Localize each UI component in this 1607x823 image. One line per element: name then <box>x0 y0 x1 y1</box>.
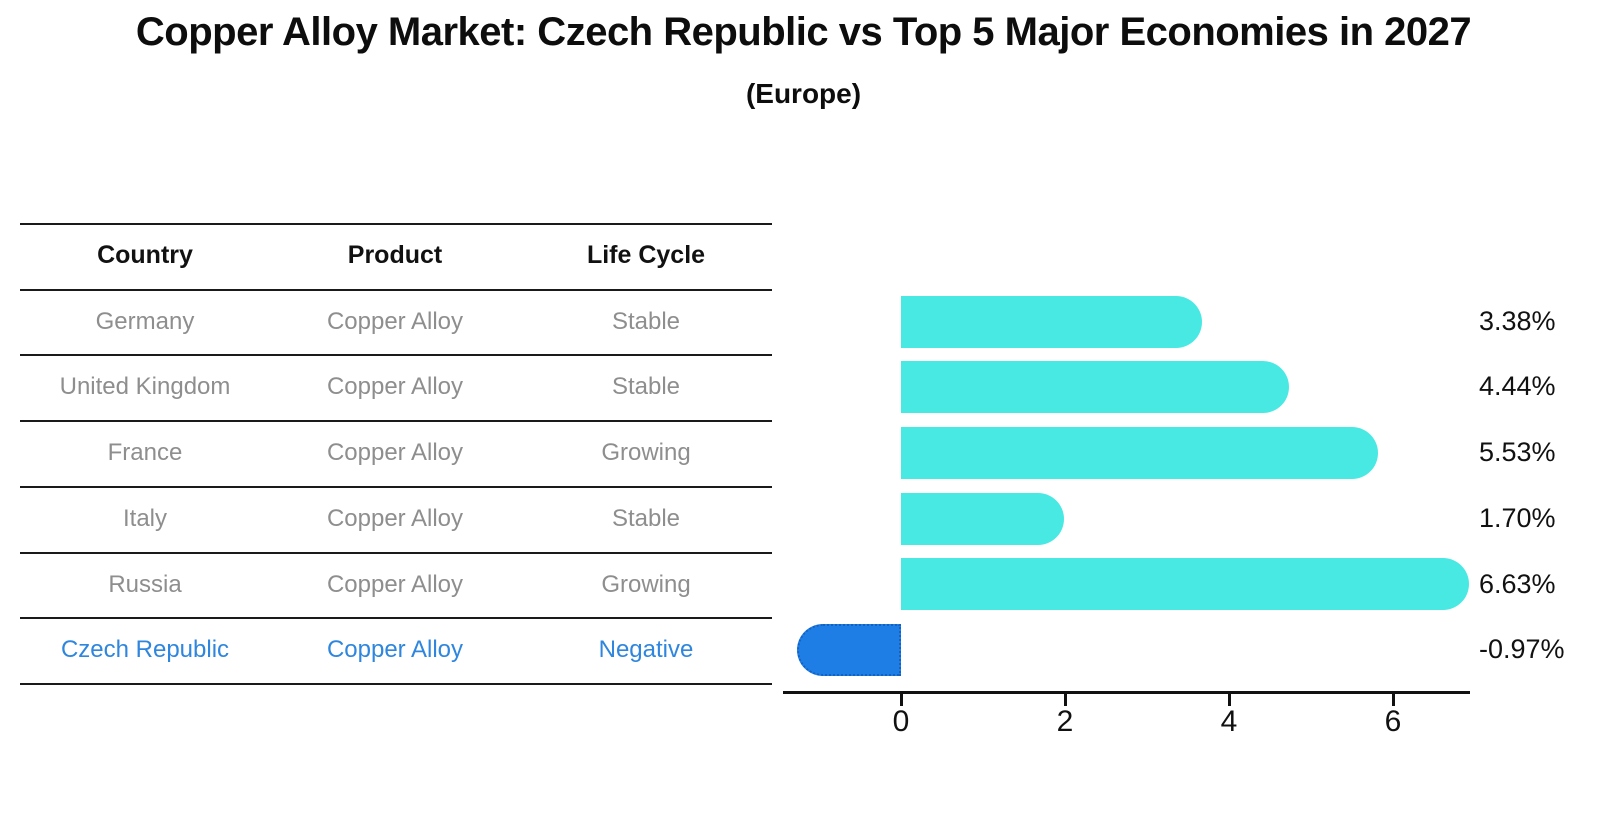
bar-italy <box>901 493 1064 545</box>
x-axis-tick <box>1392 694 1395 706</box>
table-separator-line <box>20 486 772 488</box>
cell-product: Copper Alloy <box>326 439 464 466</box>
bar-united-kingdom <box>901 361 1289 413</box>
table-separator-line <box>20 289 772 291</box>
x-axis-tick-label: 4 <box>1220 705 1238 738</box>
cell-product: Copper Alloy <box>326 636 464 663</box>
bar-czech-republic <box>797 624 901 676</box>
cell-life-cycle: Growing <box>601 571 691 598</box>
bar-russia <box>901 558 1469 610</box>
column-header-life-cycle: Life Cycle <box>586 241 706 269</box>
cell-life-cycle: Stable <box>611 505 681 532</box>
table-separator-line <box>20 420 772 422</box>
cell-life-cycle: Growing <box>601 439 691 466</box>
chart-title: Copper Alloy Market: Czech Republic vs T… <box>135 10 1472 54</box>
table-separator-line <box>20 683 772 685</box>
bar-value-label: 5.53% <box>1479 437 1556 467</box>
cell-country: France <box>107 439 183 466</box>
cell-product: Copper Alloy <box>326 505 464 532</box>
bar-value-label: 4.44% <box>1479 371 1556 401</box>
x-axis-tick <box>900 694 903 706</box>
column-header-product: Product <box>347 241 443 269</box>
cell-life-cycle: Negative <box>598 636 694 663</box>
table-row-russia: Russia Copper Alloy Growing <box>20 552 772 617</box>
table-header-row: Country Product Life Cycle <box>20 223 772 288</box>
x-axis-tick <box>1228 694 1231 706</box>
country-table: Country Product Life Cycle Germany Copper… <box>20 0 772 823</box>
cell-life-cycle: Stable <box>611 308 681 335</box>
column-header-country: Country <box>97 241 193 269</box>
table-row-italy: Italy Copper Alloy Stable <box>20 486 772 551</box>
x-axis-tick-label: 0 <box>892 705 910 738</box>
cell-life-cycle: Stable <box>611 373 681 400</box>
table-separator-line <box>20 354 772 356</box>
x-axis-tick <box>1064 694 1067 706</box>
bar-germany <box>901 296 1202 348</box>
table-separator-line <box>20 223 772 225</box>
x-axis-tick-label: 2 <box>1056 705 1074 738</box>
chart-subtitle: (Europe) <box>745 78 862 109</box>
cell-country: Russia <box>108 571 182 598</box>
cell-product: Copper Alloy <box>326 373 464 400</box>
cell-product: Copper Alloy <box>326 308 464 335</box>
table-separator-line <box>20 617 772 619</box>
cell-country: United Kingdom <box>59 373 231 400</box>
x-axis-tick-label: 6 <box>1384 705 1402 738</box>
cell-country: Germany <box>95 308 195 335</box>
table-row-czech-republic: Czech Republic Copper Alloy Negative <box>20 617 772 682</box>
x-axis-line <box>783 691 1470 694</box>
bar-value-label: -0.97% <box>1479 634 1565 664</box>
bar-value-label: 3.38% <box>1479 306 1556 336</box>
table-row-united-kingdom: United Kingdom Copper Alloy Stable <box>20 354 772 419</box>
cell-product: Copper Alloy <box>326 571 464 598</box>
bar-france <box>901 427 1378 479</box>
bar-value-label: 6.63% <box>1479 569 1556 599</box>
table-separator-line <box>20 552 772 554</box>
cell-country: Italy <box>122 505 167 532</box>
cell-country: Czech Republic <box>60 636 230 663</box>
bar-value-label: 1.70% <box>1479 503 1556 533</box>
table-row-germany: Germany Copper Alloy Stable <box>20 289 772 354</box>
table-row-france: France Copper Alloy Growing <box>20 420 772 485</box>
